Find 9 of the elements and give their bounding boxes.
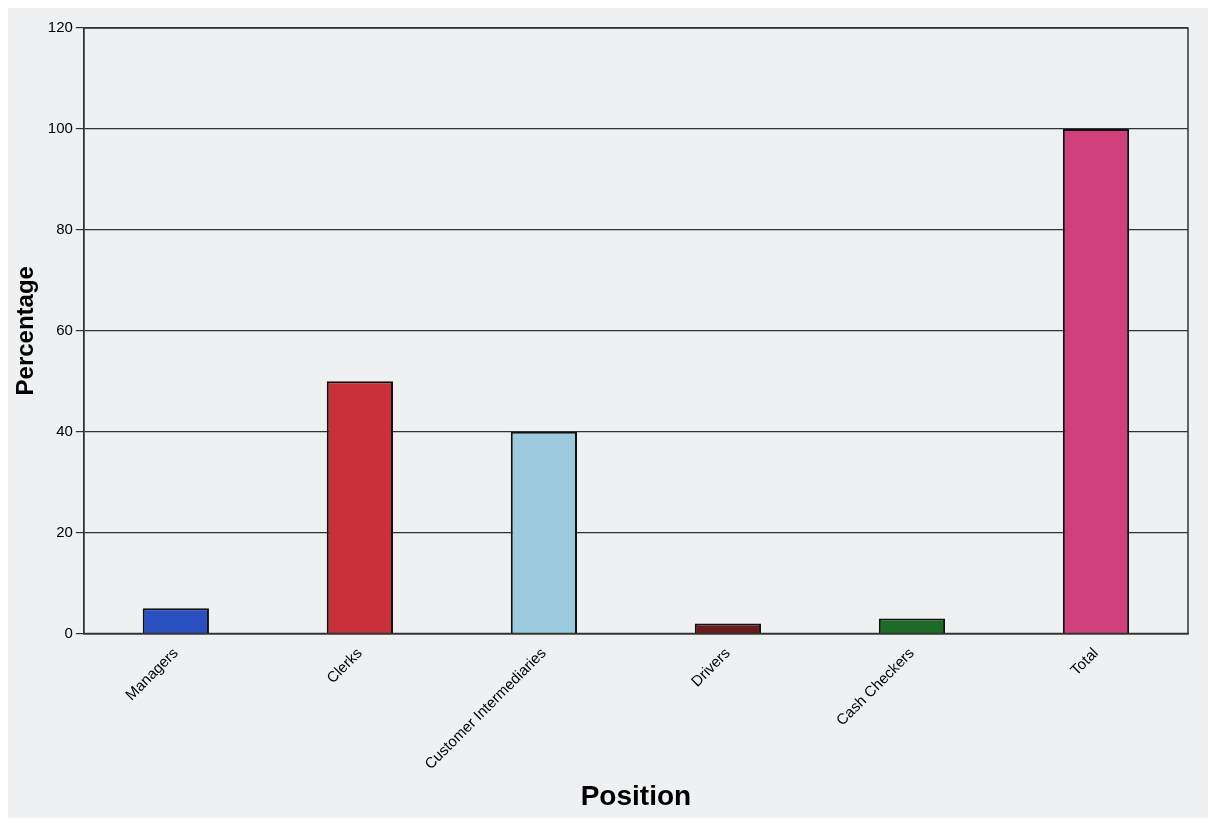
y-tick-label: 100 — [47, 119, 73, 137]
y-tick-label: 80 — [56, 219, 73, 237]
y-axis-title: Percentage — [11, 266, 39, 396]
y-tick-label: 60 — [56, 320, 73, 338]
y-tick-label: 0 — [64, 623, 73, 641]
y-tick-label: 120 — [47, 18, 73, 36]
y-tick-label: 40 — [56, 421, 73, 439]
x-axis-title: Position — [580, 779, 692, 811]
y-tick-label: 20 — [56, 522, 73, 540]
